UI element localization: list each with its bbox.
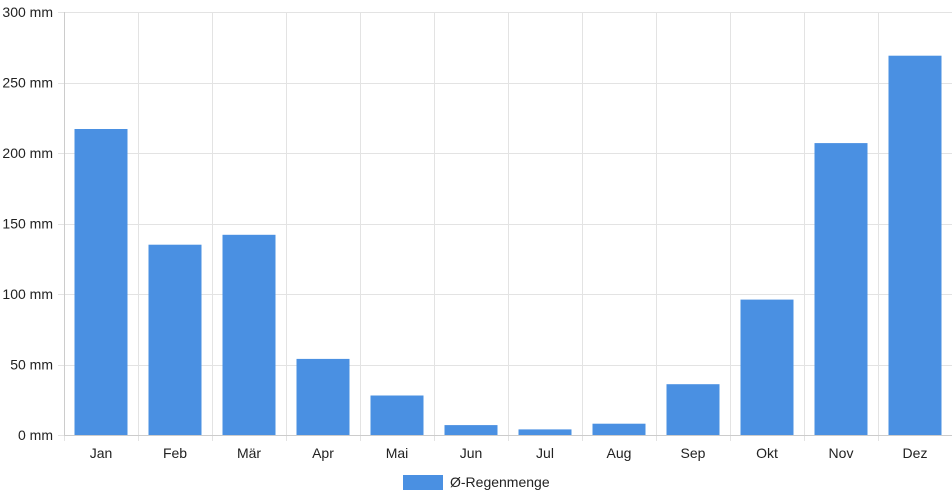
y-tick-label: 0 mm [18,427,53,443]
x-tick-label: Mai [386,445,409,461]
legend-label: Ø-Regenmenge [450,474,550,490]
legend-swatch [403,475,443,490]
bar-mär[interactable] [222,234,276,435]
x-tick-label: Feb [163,445,187,461]
bar-sep[interactable] [666,384,720,435]
x-tick-label: Dez [903,445,928,461]
bar-jul[interactable] [518,429,572,435]
x-tick-label: Nov [829,445,854,461]
x-tick-label: Jan [90,445,113,461]
bar-mai[interactable] [370,395,424,436]
axes [64,12,952,436]
bar-feb[interactable] [148,244,202,435]
bar-jan[interactable] [74,129,128,435]
y-tick-label: 250 mm [2,75,53,91]
x-axis-ticks: Jan Feb Mär Apr Mai Jun Jul Aug Sep Okt Nov Dez [90,445,928,461]
x-tick-label: Apr [312,445,334,461]
y-tick-label: 150 mm [2,216,53,232]
x-tick-label: Aug [607,445,632,461]
x-tick-label: Jun [460,445,483,461]
x-tick-label: Mär [237,445,261,461]
bar-apr[interactable] [296,358,350,435]
y-tick-label: 300 mm [2,4,53,20]
y-tick-label: 50 mm [10,357,53,373]
bars [74,55,942,436]
y-axis-ticks: 0 mm 50 mm 100 mm 150 mm 200 mm 250 mm 300 mm [2,4,53,443]
legend[interactable]: Ø-Regenmenge [403,474,550,490]
grid [58,12,952,441]
bar-jun[interactable] [444,425,498,435]
bar-nov[interactable] [814,143,868,435]
x-tick-label: Jul [536,445,554,461]
bar-okt[interactable] [740,299,794,435]
bar-aug[interactable] [592,423,646,435]
y-tick-label: 100 mm [2,286,53,302]
bar-dez[interactable] [888,55,942,435]
y-tick-label: 200 mm [2,145,53,161]
x-tick-label: Okt [756,445,778,461]
x-tick-label: Sep [681,445,706,461]
